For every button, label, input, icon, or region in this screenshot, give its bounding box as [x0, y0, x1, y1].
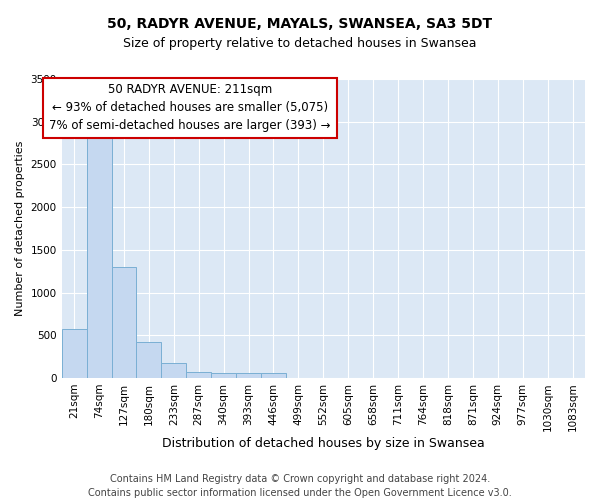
Bar [86, 128, 112, 378]
Text: Contains HM Land Registry data © Crown copyright and database right 2024.
Contai: Contains HM Land Registry data © Crown c… [88, 474, 512, 498]
Bar [211, 374, 236, 378]
Bar [236, 374, 261, 378]
Bar [112, 267, 136, 378]
X-axis label: Distribution of detached houses by size in Swansea: Distribution of detached houses by size … [162, 437, 485, 450]
Text: 50, RADYR AVENUE, MAYALS, SWANSEA, SA3 5DT: 50, RADYR AVENUE, MAYALS, SWANSEA, SA3 5… [107, 18, 493, 32]
Bar [261, 374, 286, 378]
Bar [186, 372, 211, 378]
Bar [62, 330, 86, 378]
Y-axis label: Number of detached properties: Number of detached properties [15, 141, 25, 316]
Bar [136, 342, 161, 378]
Text: 50 RADYR AVENUE: 211sqm
← 93% of detached houses are smaller (5,075)
7% of semi-: 50 RADYR AVENUE: 211sqm ← 93% of detache… [49, 84, 331, 132]
Bar [161, 363, 186, 378]
Text: Size of property relative to detached houses in Swansea: Size of property relative to detached ho… [123, 38, 477, 51]
